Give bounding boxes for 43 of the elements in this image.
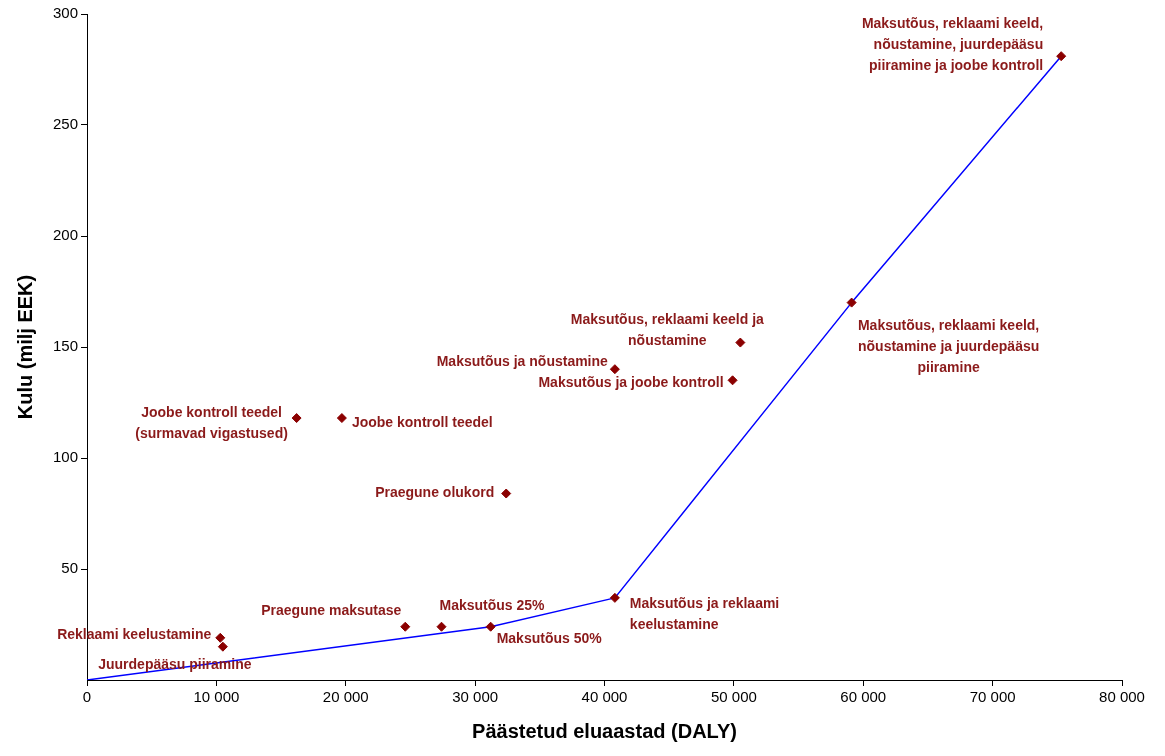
annotation: Joobe kontroll teedel (surmavad vigastused) [135,403,288,441]
x-tick-label: 20 000 [322,688,369,706]
point [1056,51,1067,62]
point [735,337,746,348]
x-tick-label: 80 000 [1099,688,1145,706]
y-tick-label: 50 [61,559,79,577]
point [217,641,228,652]
y-tick-label: 300 [53,4,79,22]
point [291,413,302,424]
point [727,375,738,386]
annotation: Maksutõus ja nõustamine [436,353,609,370]
x-tick-label: 70 000 [969,688,1016,706]
annotation: Maksutõus, reklaami keeld, nõustamine, juurdepääsu piiramine ja joobe kontroll [861,15,1044,74]
x-tick-label: 50 000 [710,688,757,706]
x-tick-label: 60 000 [840,688,887,706]
annotation: Maksutõus, reklaami keeld ja nõustamine [570,311,765,349]
point [485,621,496,632]
annotation: Maksutõus 25% [439,596,546,613]
y-axis-title: Kulu (milj EEK) [13,274,36,420]
point [609,364,620,375]
x-tick-label: 40 000 [581,688,628,706]
y-tick-label: 150 [53,337,79,355]
point [215,632,226,643]
point [501,488,512,499]
x-tick-label: 0 [82,688,92,706]
point [436,621,447,632]
annotation: Praegune maksutase [261,601,402,618]
annotation: Maksutõus, reklaami keeld, nõustamine ja juurdepääsu piiramine [857,317,1040,376]
point [400,621,411,632]
annotation: Praegune olukord [375,484,495,501]
x-tick-label: 30 000 [452,688,499,706]
point [609,592,620,603]
annotation: Maksutõus ja reklaami keelustamine [629,594,780,632]
y-tick-label: 250 [53,115,79,133]
x-axis-title: Päästetud eluaastad (DALY) [472,719,737,742]
annotation: Maksutõus 50% [496,629,603,646]
annotation: Joobe kontroll teedel [351,413,493,430]
x-tick-label: 10 000 [193,688,240,706]
y-tick-label: 200 [53,226,79,244]
annotation: Maksutõus ja joobe kontroll [538,374,724,391]
y-tick-label: 100 [53,448,79,466]
point [846,297,857,308]
point [336,413,347,424]
